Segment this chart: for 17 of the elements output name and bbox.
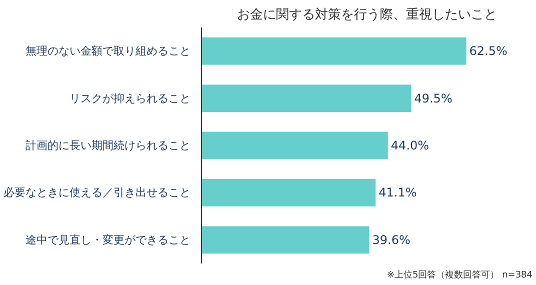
y-tick-label: 途中で見直し・変更ができること bbox=[26, 233, 190, 246]
y-tick-label: 必要なときに使える／引き出せること bbox=[4, 186, 190, 200]
y-tick-label: 無理のない金額で取り組めること bbox=[26, 44, 190, 58]
data-label: 62.5% bbox=[469, 44, 508, 58]
bar bbox=[202, 179, 376, 206]
y-tick-label: 計画的に長い期間続けられること bbox=[26, 139, 190, 152]
text: ※上位5回答（複数回答可） n=384 bbox=[386, 270, 533, 280]
y-tick-label: リスクが抑えられること bbox=[70, 92, 190, 105]
data-label: 49.5% bbox=[414, 91, 452, 106]
bar bbox=[202, 37, 466, 65]
data-label: 41.1% bbox=[378, 186, 417, 200]
data-label: 39.6% bbox=[372, 232, 410, 247]
bar bbox=[202, 132, 388, 160]
chart-title: お金に関する対策を行う際、重視したいこと bbox=[237, 6, 497, 22]
bar bbox=[202, 84, 412, 112]
data-label: 44.0% bbox=[390, 138, 430, 152]
bar bbox=[202, 226, 370, 254]
